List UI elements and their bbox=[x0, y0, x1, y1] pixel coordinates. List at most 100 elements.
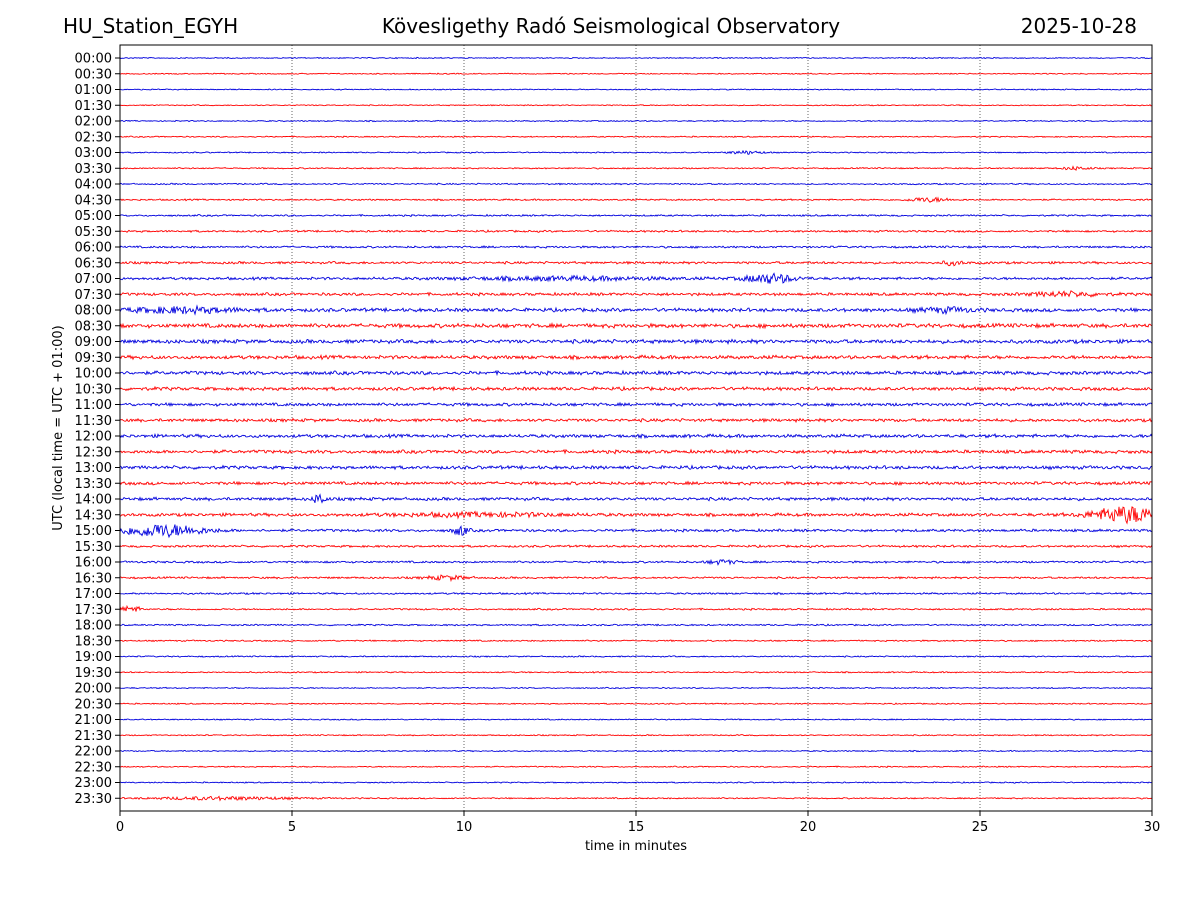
trace-0800 bbox=[119, 304, 1153, 316]
trace-0100 bbox=[119, 88, 1153, 91]
trace-2200 bbox=[119, 749, 1153, 753]
x-axis: 0 5 10 15 20 25 30 bbox=[116, 811, 1160, 835]
trace-1700 bbox=[119, 591, 1153, 596]
y-tick-label: 10:30 bbox=[75, 382, 112, 397]
trace-1900 bbox=[119, 655, 1153, 658]
y-tick-label: 18:00 bbox=[75, 619, 112, 634]
y-tick-label: 12:30 bbox=[75, 445, 112, 460]
y-tick-label: 01:00 bbox=[75, 83, 112, 98]
trace-0430 bbox=[119, 196, 1153, 203]
trace-1800 bbox=[119, 623, 1153, 627]
x-grid bbox=[291, 45, 981, 811]
chart-date: 2025-10-28 bbox=[1020, 14, 1137, 38]
trace-0030 bbox=[119, 72, 1153, 75]
trace-2100 bbox=[119, 718, 1153, 721]
x-axis-label: time in minutes bbox=[585, 839, 687, 854]
y-tick-label: 15:30 bbox=[75, 540, 112, 555]
y-tick-label: 20:00 bbox=[75, 682, 112, 697]
y-tick-label: 17:30 bbox=[75, 603, 112, 618]
y-tick-label: 12:00 bbox=[75, 430, 112, 445]
y-tick-label: 22:00 bbox=[75, 745, 112, 760]
x-tick-label: 25 bbox=[972, 820, 989, 835]
trace-0500 bbox=[119, 213, 1153, 218]
x-tick-label: 10 bbox=[456, 820, 473, 835]
y-tick-label: 14:30 bbox=[75, 508, 112, 523]
y-tick-label: 08:30 bbox=[75, 319, 112, 334]
seismogram-traces bbox=[119, 56, 1153, 802]
y-axis-label: UTC (local time = UTC + 01:00) bbox=[51, 325, 66, 530]
y-tick-label: 14:00 bbox=[75, 493, 112, 508]
trace-0330 bbox=[119, 165, 1153, 172]
trace-1200 bbox=[119, 432, 1153, 440]
trace-1030 bbox=[119, 385, 1153, 392]
y-tick-label: 16:00 bbox=[75, 556, 112, 571]
trace-1100 bbox=[119, 401, 1153, 408]
trace-2330 bbox=[119, 795, 1153, 802]
trace-1130 bbox=[119, 417, 1153, 424]
trace-1630 bbox=[119, 574, 1153, 583]
y-tick-label: 21:30 bbox=[75, 729, 112, 744]
x-tick-label: 0 bbox=[116, 820, 124, 835]
y-tick-label: 11:00 bbox=[75, 398, 112, 413]
trace-0830 bbox=[119, 321, 1153, 330]
y-tick-label: 09:30 bbox=[75, 351, 112, 366]
y-tick-label: 19:00 bbox=[75, 650, 112, 665]
trace-2130 bbox=[119, 734, 1153, 737]
y-tick-label: 00:30 bbox=[75, 67, 112, 82]
y-tick-label: 19:30 bbox=[75, 666, 112, 681]
y-tick-label: 03:30 bbox=[75, 162, 112, 177]
y-tick-label: 17:00 bbox=[75, 587, 112, 602]
y-tick-label: 23:00 bbox=[75, 776, 112, 791]
y-tick-label: 05:00 bbox=[75, 209, 112, 224]
y-axis: 00:0000:3001:0001:3002:0002:3003:0003:30… bbox=[75, 52, 120, 807]
trace-1400 bbox=[119, 493, 1153, 504]
trace-1930 bbox=[119, 670, 1153, 674]
trace-0630 bbox=[119, 260, 1153, 267]
y-tick-label: 07:30 bbox=[75, 288, 112, 303]
y-tick-label: 01:30 bbox=[75, 99, 112, 114]
trace-2030 bbox=[119, 702, 1153, 705]
trace-1600 bbox=[119, 558, 1153, 566]
trace-0700 bbox=[119, 272, 1153, 284]
trace-0000 bbox=[119, 56, 1153, 60]
y-tick-label: 10:00 bbox=[75, 367, 112, 382]
trace-1730 bbox=[119, 604, 1153, 612]
trace-1430 bbox=[119, 506, 1153, 525]
trace-0300 bbox=[119, 149, 1153, 155]
trace-0600 bbox=[119, 245, 1153, 249]
trace-0130 bbox=[119, 104, 1153, 107]
y-tick-label: 09:00 bbox=[75, 335, 112, 350]
trace-1300 bbox=[119, 464, 1153, 471]
trace-2230 bbox=[119, 765, 1153, 768]
y-tick-label: 04:00 bbox=[75, 178, 112, 193]
y-tick-label: 06:30 bbox=[75, 256, 112, 271]
trace-1330 bbox=[119, 480, 1153, 487]
x-tick-label: 30 bbox=[1144, 820, 1161, 835]
y-tick-label: 22:30 bbox=[75, 760, 112, 775]
x-tick-label: 5 bbox=[288, 820, 296, 835]
y-tick-label: 04:30 bbox=[75, 193, 112, 208]
y-tick-label: 21:00 bbox=[75, 713, 112, 728]
trace-0200 bbox=[119, 119, 1153, 123]
trace-1830 bbox=[119, 639, 1153, 643]
y-tick-label: 05:30 bbox=[75, 225, 112, 240]
y-tick-label: 07:00 bbox=[75, 272, 112, 287]
y-tick-label: 13:00 bbox=[75, 461, 112, 476]
y-tick-label: 16:30 bbox=[75, 571, 112, 586]
station-name: HU_Station_EGYH bbox=[63, 14, 239, 38]
y-tick-label: 18:30 bbox=[75, 634, 112, 649]
chart-title: Kövesligethy Radó Seismological Observat… bbox=[381, 14, 841, 38]
x-tick-label: 15 bbox=[628, 820, 645, 835]
y-tick-label: 13:30 bbox=[75, 477, 112, 492]
y-tick-label: 08:00 bbox=[75, 304, 112, 319]
y-tick-label: 00:00 bbox=[75, 52, 112, 67]
trace-1530 bbox=[119, 544, 1153, 549]
trace-1500 bbox=[119, 523, 1153, 539]
y-tick-label: 06:00 bbox=[75, 241, 112, 256]
y-tick-label: 15:00 bbox=[75, 524, 112, 539]
y-tick-label: 02:30 bbox=[75, 130, 112, 145]
y-tick-label: 02:00 bbox=[75, 115, 112, 130]
trace-1000 bbox=[119, 369, 1153, 377]
trace-0900 bbox=[119, 338, 1153, 346]
